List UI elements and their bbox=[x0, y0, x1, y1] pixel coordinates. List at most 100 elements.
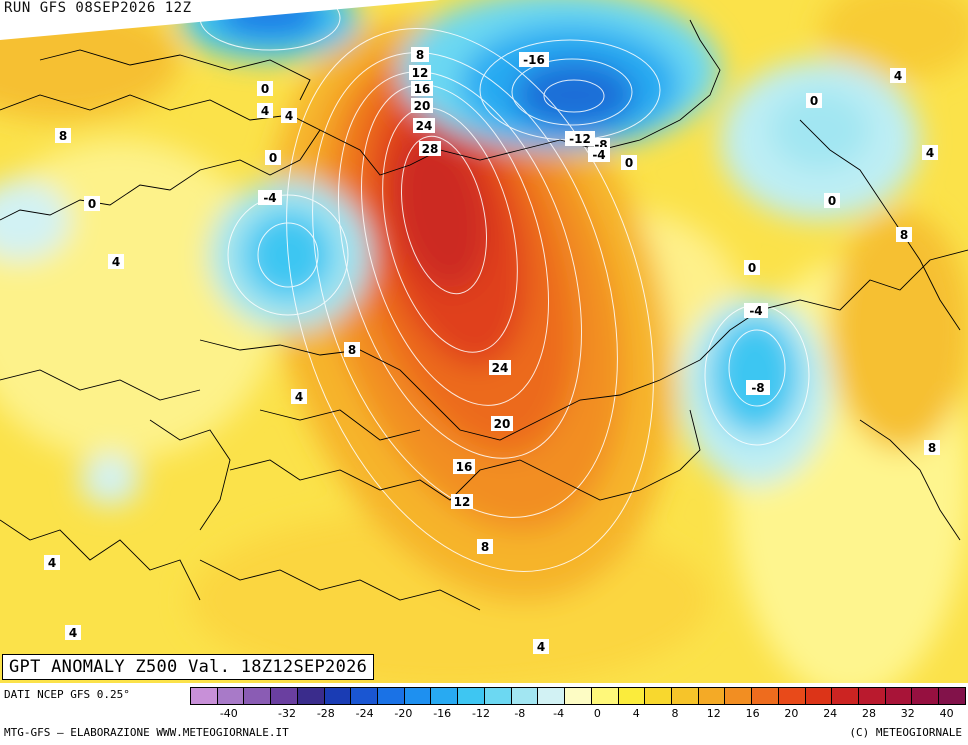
svg-text:0: 0 bbox=[269, 151, 277, 165]
color-swatch bbox=[351, 688, 379, 704]
svg-text:24: 24 bbox=[416, 119, 433, 133]
svg-text:-12: -12 bbox=[569, 132, 591, 146]
svg-text:8: 8 bbox=[900, 228, 908, 242]
color-swatch bbox=[271, 688, 298, 704]
color-swatch bbox=[912, 688, 940, 704]
color-swatch bbox=[618, 688, 646, 704]
contour-label: 4 bbox=[65, 625, 81, 640]
color-swatch bbox=[378, 688, 405, 704]
svg-text:8: 8 bbox=[348, 343, 356, 357]
contour-label: -8 bbox=[746, 380, 770, 395]
legend-tick-label: 12 bbox=[706, 707, 721, 720]
svg-text:4: 4 bbox=[285, 109, 293, 123]
contour-label: 4 bbox=[922, 145, 938, 160]
legend-tick-label: -16 bbox=[433, 707, 452, 720]
svg-text:0: 0 bbox=[828, 194, 836, 208]
legend-tick-label: -28 bbox=[316, 707, 335, 720]
svg-text:0: 0 bbox=[625, 156, 633, 170]
legend-tick-label: -32 bbox=[278, 707, 296, 720]
data-source: DATI NCEP GFS 0.25° bbox=[4, 688, 130, 701]
color-swatch bbox=[324, 688, 352, 704]
legend-tick-label: -24 bbox=[355, 707, 374, 720]
color-swatch bbox=[885, 688, 913, 704]
contour-label: 4 bbox=[281, 108, 297, 123]
legend-tick-label: 24 bbox=[823, 707, 838, 720]
svg-text:16: 16 bbox=[456, 460, 473, 474]
contour-label: 8 bbox=[344, 342, 360, 357]
svg-text:0: 0 bbox=[88, 197, 96, 211]
svg-text:4: 4 bbox=[112, 255, 120, 269]
svg-text:20: 20 bbox=[494, 417, 511, 431]
svg-text:-8: -8 bbox=[751, 381, 764, 395]
color-swatch bbox=[858, 688, 886, 704]
credit-text: MTG-GFS – ELABORAZIONE WWW.METEOGIORNALE… bbox=[4, 726, 289, 739]
contour-label: 0 bbox=[265, 150, 281, 165]
legend-tick-label: 0 bbox=[593, 707, 601, 720]
contour-label: 4 bbox=[533, 639, 549, 654]
svg-text:0: 0 bbox=[810, 94, 818, 108]
legend-tick-label: -40 bbox=[219, 707, 238, 720]
svg-text:20: 20 bbox=[414, 99, 431, 113]
color-swatch bbox=[832, 688, 859, 704]
color-swatch bbox=[671, 688, 699, 704]
svg-text:12: 12 bbox=[454, 495, 471, 509]
svg-text:4: 4 bbox=[537, 640, 545, 654]
color-swatch bbox=[725, 688, 753, 704]
svg-text:4: 4 bbox=[926, 146, 934, 160]
svg-text:12: 12 bbox=[412, 66, 429, 80]
svg-text:0: 0 bbox=[748, 261, 756, 275]
legend-tick-label: 4 bbox=[632, 707, 640, 720]
color-swatch bbox=[431, 688, 459, 704]
map-title: GPT ANOMALY Z500 Val. 18Z12SEP2026 bbox=[2, 654, 375, 680]
svg-text:4: 4 bbox=[69, 626, 77, 640]
svg-text:0: 0 bbox=[261, 82, 269, 96]
color-swatch bbox=[939, 688, 965, 704]
color-legend bbox=[190, 687, 966, 705]
legend-tick-label: 20 bbox=[784, 707, 799, 720]
contour-label: 8 bbox=[477, 539, 493, 554]
color-swatch bbox=[565, 688, 592, 704]
legend-tick-label: 32 bbox=[900, 707, 915, 720]
contour-label: 8 bbox=[896, 227, 912, 242]
color-swatch bbox=[511, 688, 539, 704]
svg-text:8: 8 bbox=[416, 48, 424, 62]
contour-label: -12 bbox=[565, 131, 595, 146]
legend-tick-label: -12 bbox=[472, 707, 490, 720]
contour-label: 4 bbox=[108, 254, 124, 269]
contour-label: 4 bbox=[44, 555, 60, 570]
contour-label: 12 bbox=[409, 65, 431, 80]
contour-label: 4 bbox=[291, 389, 307, 404]
color-swatch bbox=[591, 688, 619, 704]
color-swatch bbox=[484, 688, 512, 704]
svg-text:-4: -4 bbox=[263, 191, 276, 205]
legend-tick-label: -20 bbox=[394, 707, 413, 720]
legend-tick-label: -4 bbox=[553, 707, 565, 720]
legend-tick-label: 16 bbox=[745, 707, 760, 720]
color-swatch bbox=[805, 688, 833, 704]
svg-text:4: 4 bbox=[48, 556, 56, 570]
contour-label: 28 bbox=[419, 141, 441, 156]
color-swatch bbox=[752, 688, 779, 704]
contour-label: 20 bbox=[491, 416, 513, 431]
copyright-text: (C) METEOGIORNALE bbox=[849, 726, 962, 739]
svg-text:28: 28 bbox=[422, 142, 439, 156]
contour-label: 0 bbox=[621, 155, 637, 170]
color-legend-labels: -40 -32 -28 -24 -20 -16 -12 -8 -4 0 4 8 12 16 20 24 28 32… bbox=[190, 707, 966, 723]
color-swatch bbox=[297, 688, 325, 704]
color-swatch bbox=[404, 688, 432, 704]
contour-label: -4 bbox=[258, 190, 282, 205]
anomaly-map: 8 12 16 20 24 28 -16 -12 -8 -4 0 4 0 4 8… bbox=[0, 0, 968, 683]
color-swatch bbox=[698, 688, 726, 704]
contour-label: -4 bbox=[588, 147, 610, 162]
color-swatch bbox=[778, 688, 806, 704]
contour-label: 8 bbox=[411, 47, 429, 62]
legend-tick-label: -8 bbox=[514, 707, 526, 720]
contour-label: 16 bbox=[453, 459, 475, 474]
color-swatch bbox=[538, 688, 566, 704]
contour-label: 0 bbox=[257, 81, 273, 96]
svg-text:8: 8 bbox=[481, 540, 489, 554]
contour-label: 0 bbox=[824, 193, 840, 208]
contour-label: -4 bbox=[744, 303, 768, 318]
legend-tick-label: 40 bbox=[939, 707, 954, 720]
color-swatch bbox=[191, 688, 218, 704]
